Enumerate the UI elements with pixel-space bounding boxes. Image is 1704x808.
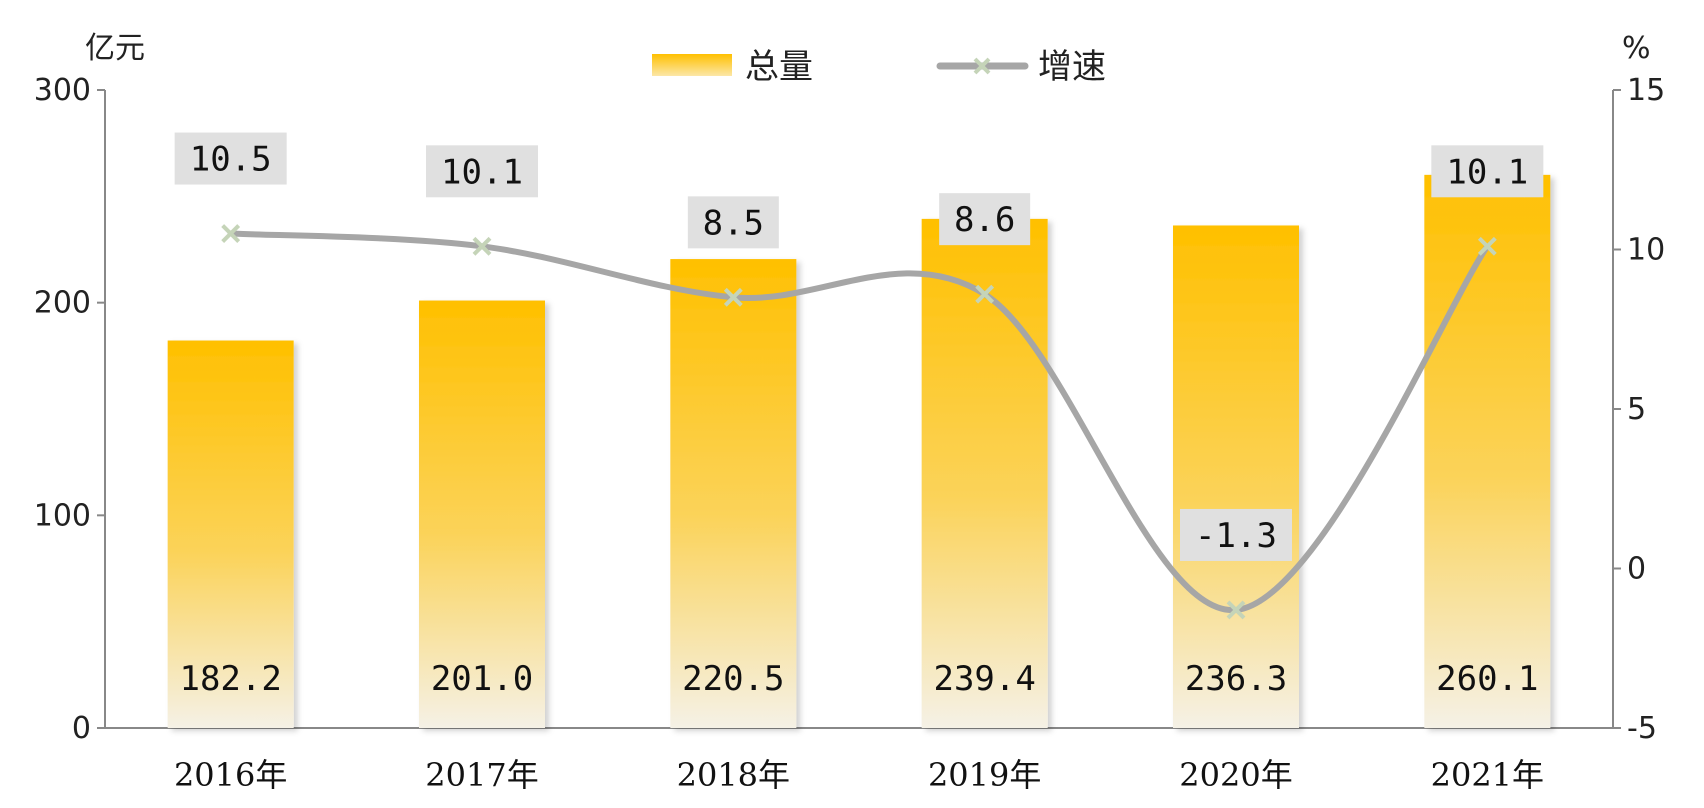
bar — [1424, 174, 1551, 728]
growth-point-marker — [1477, 236, 1497, 256]
growth-label-box — [174, 132, 287, 185]
category-label: 2020年 — [1179, 756, 1292, 794]
bar-value-label: 220.5 — [682, 659, 784, 699]
right-tick-label: 0 — [1627, 552, 1646, 587]
category-label: 2021年 — [1431, 756, 1544, 794]
growth-point-marker — [472, 236, 492, 256]
left-tick-label: 100 — [34, 498, 91, 533]
bar-value-label: 201.0 — [431, 659, 533, 699]
marker-stroke — [723, 287, 743, 307]
legend-bar-label: 总量 — [745, 47, 813, 87]
left-tick-label: 0 — [72, 711, 91, 746]
bar — [1173, 225, 1299, 728]
bar-data-labels: 182.2 201.0 220.5 239.4 236.3 260.1 — [179, 659, 1538, 699]
marker-stroke — [1226, 600, 1246, 620]
growth-value-label: -1.3 — [1195, 516, 1277, 556]
growth-value-label: 10.1 — [441, 152, 523, 192]
growth-label-box — [1180, 508, 1292, 561]
left-tick-label: 200 — [34, 286, 91, 321]
growth-value-label: 8.5 — [703, 203, 764, 243]
bar — [419, 300, 545, 728]
left-axis-unit: 亿元 — [85, 31, 145, 66]
bar-value-label: 236.3 — [1185, 659, 1287, 699]
marker-stroke — [1477, 236, 1497, 256]
right-tick-label: 5 — [1627, 392, 1646, 427]
marker-stroke — [975, 284, 995, 304]
right-axis-unit: % — [1622, 31, 1651, 66]
legend-line-label: 增速 — [1038, 47, 1106, 87]
category-label: 2017年 — [425, 756, 538, 794]
right-tick-label: -5 — [1627, 711, 1657, 746]
axes-group: 亿元 % — [85, 31, 1651, 729]
bar — [921, 218, 1048, 728]
growth-label-box — [426, 145, 538, 198]
growth-point-marker — [1226, 600, 1246, 620]
legend-bar-swatch — [652, 54, 732, 76]
bar-value-label: 260.1 — [1436, 659, 1538, 699]
growth-data-labels: 10.5 10.1 8.5 8.6 -1.3 10.1 — [174, 132, 1544, 561]
bar-series — [167, 174, 1551, 728]
category-label: 2019年 — [928, 756, 1041, 794]
bar-value-label: 239.4 — [933, 659, 1035, 699]
growth-point-marker — [975, 284, 995, 304]
right-axis-ticks: -5 0 5 10 15 — [1613, 73, 1665, 746]
growth-point-marker — [723, 287, 743, 307]
growth-value-label: 8.6 — [954, 200, 1015, 240]
growth-point-marker — [221, 224, 241, 243]
growth-label-box — [939, 193, 1031, 246]
legend: 总量 增速 — [652, 47, 1106, 87]
category-label: 2018年 — [677, 756, 790, 794]
right-tick-label: 15 — [1627, 73, 1665, 108]
growth-line-series — [221, 224, 1497, 620]
category-labels: 2016年 2017年 2018年 2019年 2020年 2021年 — [174, 756, 1544, 794]
growth-value-label: 10.1 — [1446, 152, 1528, 192]
category-label: 2016年 — [174, 756, 287, 794]
left-tick-label: 300 — [34, 73, 91, 108]
bar — [670, 259, 797, 728]
legend-line-marker — [973, 57, 991, 75]
growth-value-label: 10.5 — [190, 140, 272, 180]
marker-stroke — [472, 236, 492, 256]
bar-value-label: 182.2 — [179, 659, 281, 699]
left-axis-ticks: 0 100 200 300 — [34, 73, 105, 746]
bar — [167, 340, 294, 728]
growth-label-box — [1431, 145, 1544, 198]
growth-label-box — [687, 196, 779, 249]
marker-stroke — [221, 224, 241, 243]
right-tick-label: 10 — [1627, 233, 1665, 268]
